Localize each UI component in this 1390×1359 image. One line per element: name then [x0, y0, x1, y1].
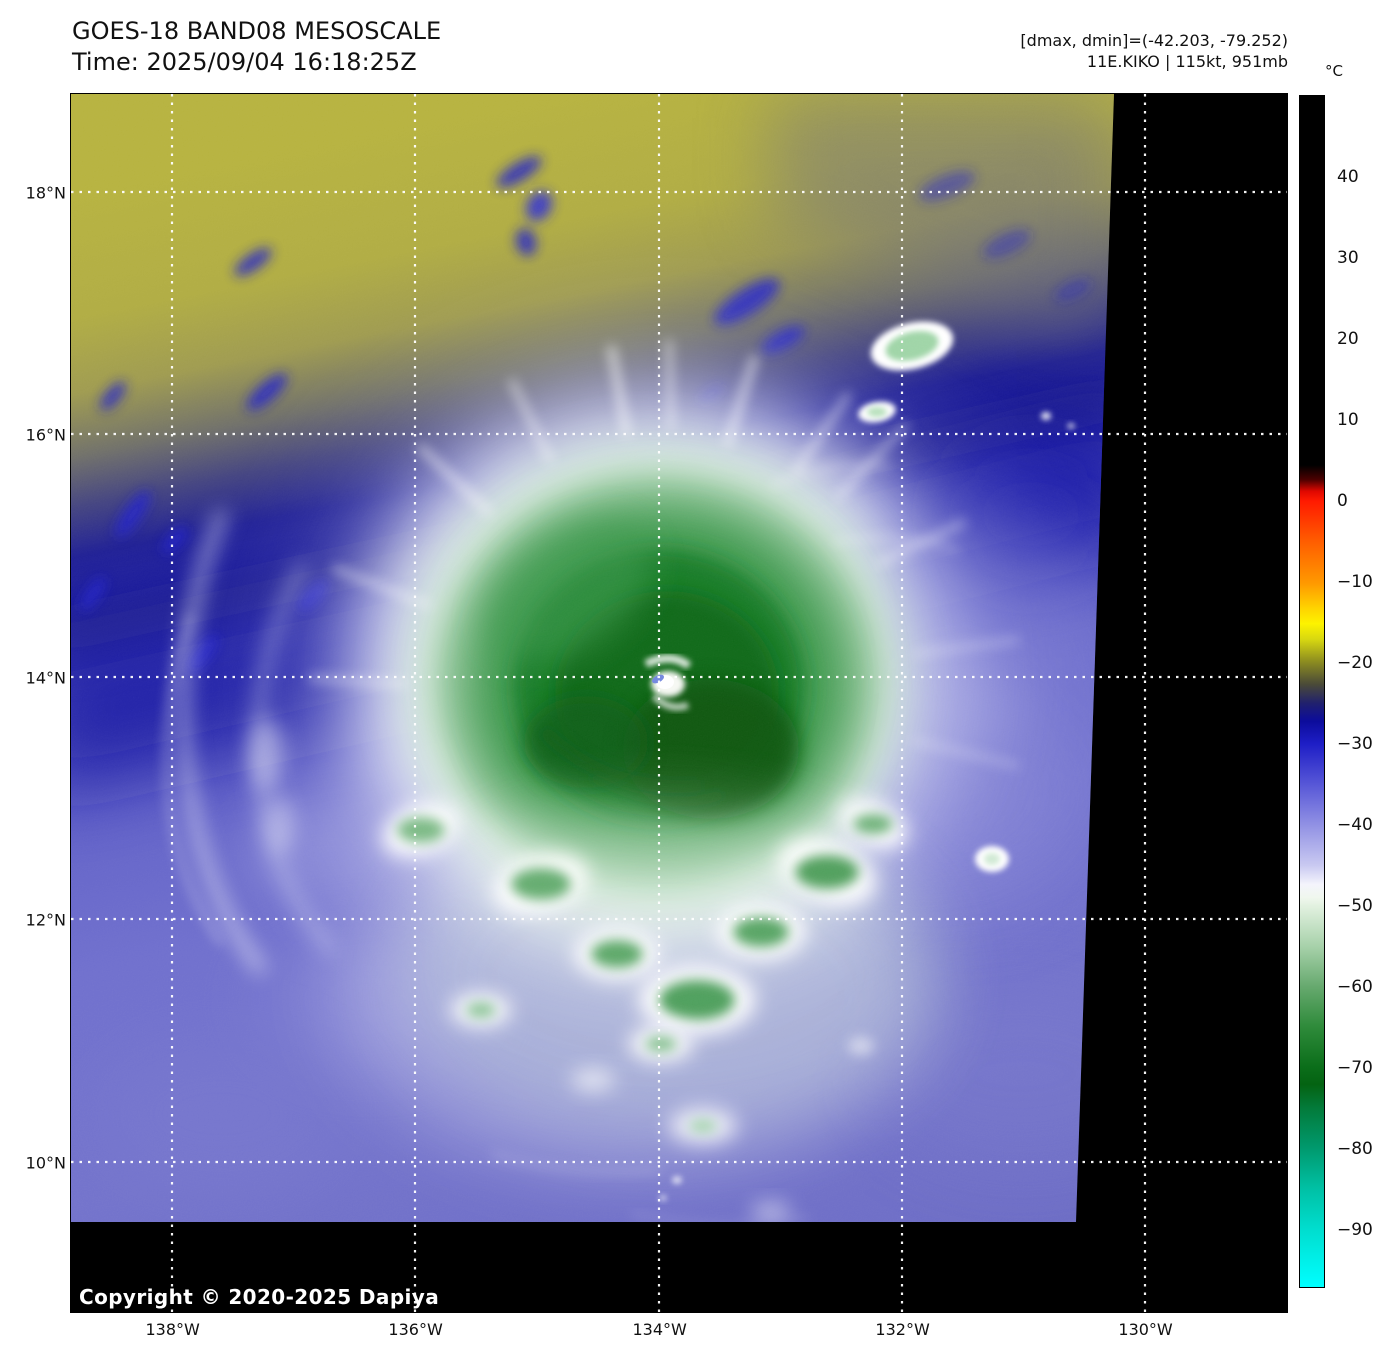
colorbar-tick-label: −50 [1337, 895, 1373, 916]
satellite-image [71, 94, 1287, 1312]
satellite-data-region [71, 94, 1114, 1222]
lon-tick-label: 132°W [875, 1320, 930, 1339]
colorbar-tick-label: −20 [1337, 652, 1373, 673]
figure-title: GOES-18 BAND08 MESOSCALE [72, 17, 442, 45]
dmax-dmin-readout: [dmax, dmin]=(-42.203, -79.252) [1020, 31, 1288, 50]
lat-tick-label: 18°N [25, 183, 66, 203]
storm-info: 11E.KIKO | 115kt, 951mb [1086, 52, 1288, 71]
colorbar [1299, 95, 1325, 1288]
lon-tick-label: 138°W [145, 1320, 200, 1339]
colorbar-tick-label: 30 [1337, 248, 1359, 269]
figure-timestamp: Time: 2025/09/04 16:18:25Z [72, 48, 417, 76]
header-right: [dmax, dmin]=(-42.203, -79.252) 11E.KIKO… [1020, 30, 1288, 72]
colorbar-tick-label: −90 [1337, 1219, 1373, 1240]
colorbar-unit-label: °C [1325, 62, 1343, 80]
lon-tick-label: 136°W [388, 1320, 443, 1339]
latlon-grid [71, 94, 1287, 1312]
colorbar-tick-label: 40 [1337, 167, 1359, 188]
lat-tick-label: 16°N [25, 425, 66, 445]
lon-tick-label: 134°W [632, 1320, 687, 1339]
colorbar-tick-label: −60 [1337, 976, 1373, 997]
lat-tick-label: 10°N [25, 1153, 66, 1173]
colorbar-tick-label: −30 [1337, 733, 1373, 754]
title-block: GOES-18 BAND08 MESOSCALE Time: 2025/09/0… [72, 16, 441, 78]
lat-tick-label: 14°N [25, 668, 66, 688]
colorbar-tick-label: 20 [1337, 328, 1359, 349]
colorbar-tick-label: −70 [1337, 1057, 1373, 1078]
sensor-grain [71, 94, 1114, 1222]
map-plot: Copyright © 2020-2025 Dapiya [70, 93, 1288, 1313]
colorbar-tick-label: −80 [1337, 1138, 1373, 1159]
colorbar-tick-label: 0 [1337, 490, 1348, 511]
lon-tick-label: 130°W [1118, 1320, 1173, 1339]
colorbar-tick-label: 10 [1337, 409, 1359, 430]
colorbar-tick-label: −10 [1337, 571, 1373, 592]
lat-tick-label: 12°N [25, 910, 66, 930]
colorbar-tick-label: −40 [1337, 814, 1373, 835]
copyright-watermark: Copyright © 2020-2025 Dapiya [79, 1285, 440, 1309]
